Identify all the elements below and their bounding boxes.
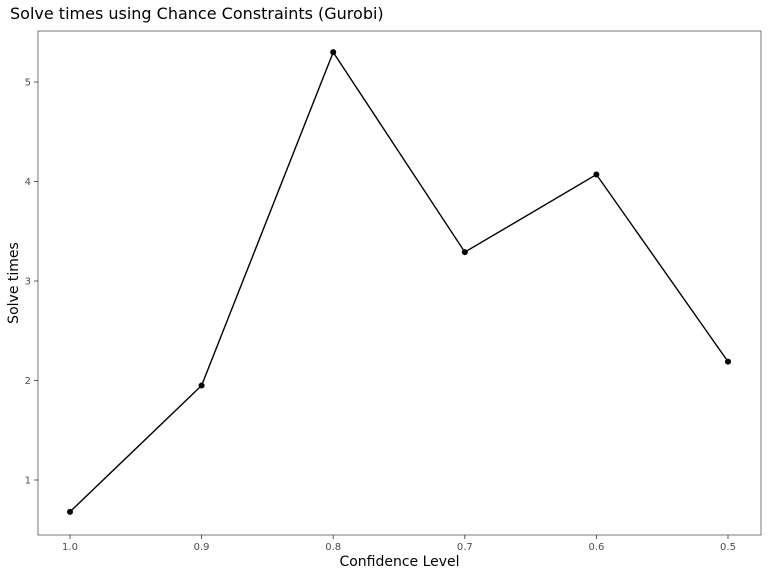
y-tick-label: 3 <box>25 277 31 288</box>
x-axis-title: Confidence Level <box>339 554 459 570</box>
y-tick-label: 5 <box>25 78 31 89</box>
x-axis: 1.0 0.9 0.8 0.7 0.6 0.5 <box>62 535 736 553</box>
data-point <box>725 358 731 365</box>
y-axis-title: Solve times <box>6 242 22 324</box>
data-point <box>461 249 468 256</box>
y-tick-label: 4 <box>25 177 31 188</box>
data-point <box>330 49 337 56</box>
series-line <box>69 50 729 513</box>
chart-title: Solve times using Chance Constraints (Gu… <box>10 4 384 23</box>
x-tick-label: 0.8 <box>325 542 341 553</box>
x-tick-label: 1.0 <box>62 542 78 553</box>
plot-panel <box>37 30 762 536</box>
x-tick-label: 0.7 <box>457 542 473 553</box>
y-axis: 1 2 3 4 5 <box>25 78 38 487</box>
x-tick-label: 0.9 <box>194 542 210 553</box>
x-tick-label: 0.6 <box>588 542 604 553</box>
y-tick-label: 1 <box>25 476 31 487</box>
data-point <box>198 382 205 389</box>
data-point <box>67 508 73 515</box>
data-point <box>593 171 600 178</box>
y-tick-label: 2 <box>25 376 31 387</box>
series-layer <box>67 49 731 515</box>
x-tick-label: 0.5 <box>720 542 736 553</box>
